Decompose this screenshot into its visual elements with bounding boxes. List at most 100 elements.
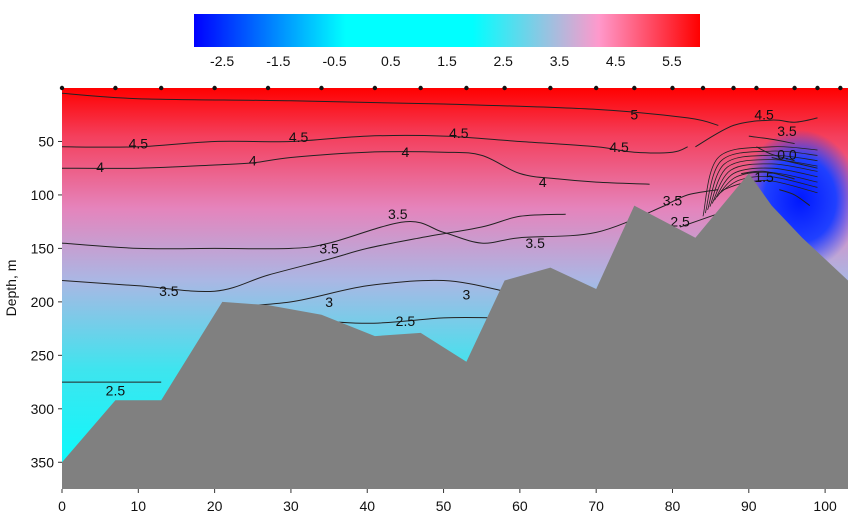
contour-label: 3 [463, 286, 471, 302]
x-tick-label: 30 [283, 498, 299, 514]
contour-line [62, 213, 566, 293]
colorbar-tick-label: 4.5 [606, 53, 626, 69]
contour-line [709, 159, 818, 207]
x-tick-label: 70 [588, 498, 604, 514]
x-tick-label: 20 [207, 498, 223, 514]
contour-label: 4 [96, 159, 104, 175]
contour-line [756, 146, 795, 162]
colorbar-tick-label: -0.5 [322, 53, 346, 69]
x-tick-label: 0 [58, 498, 66, 514]
contour-line [62, 151, 650, 185]
y-tick-label: 350 [31, 454, 55, 470]
x-tick-label: 10 [131, 498, 147, 514]
station-marker [593, 85, 599, 91]
station-marker [700, 85, 706, 91]
x-tick-label: 80 [665, 498, 681, 514]
station-marker [464, 85, 469, 91]
contour-line [695, 117, 818, 148]
colorbar-tick-labels: -2.5 -1.5 -0.5 0.5 1.5 2.5 3.5 4.5 5.5 [210, 53, 682, 69]
contour-label: 4.5 [129, 136, 149, 152]
station-marker [265, 85, 271, 91]
contour-label: 4.5 [449, 125, 469, 141]
station-marker [792, 85, 797, 91]
contour-label: 3.5 [388, 206, 408, 222]
y-tick-label: 200 [31, 294, 55, 310]
y-axis-title: Depth, m [3, 260, 19, 317]
contour-line [771, 157, 818, 169]
x-tick-label: 90 [741, 498, 757, 514]
y-tick-label: 250 [31, 347, 55, 363]
contour-label: 2.5 [106, 383, 126, 399]
station-marker [815, 85, 820, 91]
contour-line [714, 167, 818, 201]
x-tick-label: 50 [436, 498, 452, 514]
station-marker [502, 85, 507, 91]
contour-label: 4 [539, 174, 547, 190]
contour-label: 3.5 [319, 240, 339, 256]
contour-line [741, 170, 795, 180]
contour-line [704, 150, 818, 214]
colorbar-tick-label: -1.5 [266, 53, 290, 69]
station-marker [418, 85, 423, 91]
colorbar-tick-label: 2.5 [493, 53, 513, 69]
y-tick-label: 100 [31, 187, 55, 203]
contour-label: 1.5 [754, 169, 774, 185]
y-tick-label: 150 [31, 240, 55, 256]
station-marker [731, 85, 736, 91]
colorbar-tick-label: 1.5 [437, 53, 457, 69]
contour-label: 4 [249, 153, 257, 169]
colorbar-tick-label: 5.5 [662, 53, 682, 69]
station-marker [632, 85, 637, 91]
contour-line [222, 279, 505, 308]
station-marker [59, 85, 65, 91]
contour-label: 3 [325, 294, 333, 310]
x-axis-ticks: 0 10 20 30 40 50 60 70 80 90 100 [58, 489, 837, 514]
station-marker [670, 85, 675, 91]
contour-label: 2.5 [670, 214, 690, 230]
y-tick-label: 300 [31, 401, 55, 417]
contour-label: 0.0 [777, 146, 797, 162]
contour-label: 4 [401, 144, 409, 160]
contour-line [716, 171, 818, 198]
contour-line [62, 205, 666, 250]
colorbar [194, 14, 700, 47]
contour-line [711, 163, 818, 204]
contour-line [718, 175, 818, 195]
y-tick-label: 50 [38, 133, 54, 149]
station-marker [754, 85, 759, 91]
station-marker [548, 85, 553, 91]
contour-label: 4.5 [754, 107, 774, 123]
colorbar-tick-label: 0.5 [381, 53, 401, 69]
colorbar-tick-label: -2.5 [210, 53, 234, 69]
x-tick-label: 60 [512, 498, 528, 514]
contour-line [748, 135, 795, 145]
colorbar-tick-label: 3.5 [550, 53, 570, 69]
contour-label: 4.5 [289, 129, 309, 145]
station-marker [113, 85, 118, 91]
contour-label: 3.5 [525, 235, 545, 251]
contour-line [62, 92, 719, 126]
station-markers [59, 85, 843, 91]
station-marker [212, 85, 217, 91]
contour-line [702, 146, 818, 217]
station-marker [838, 85, 843, 91]
station-marker [372, 85, 378, 91]
x-tick-label: 100 [813, 498, 837, 514]
contour-label: 3.5 [663, 192, 683, 208]
station-marker [159, 85, 164, 91]
contour-line [707, 154, 818, 211]
contour-label: 3.5 [777, 123, 797, 139]
contour-line [62, 134, 688, 154]
contour-line [779, 189, 811, 207]
contour-label: 4.5 [609, 139, 629, 155]
contour-line [664, 189, 719, 207]
seafloor-bottom [62, 173, 848, 489]
station-marker [319, 85, 324, 91]
contour-lines [62, 92, 818, 383]
contour-line [721, 180, 818, 194]
contour-label: 3.5 [159, 283, 179, 299]
contour-label: 5 [630, 107, 638, 123]
contour-label: 2.5 [396, 313, 416, 329]
